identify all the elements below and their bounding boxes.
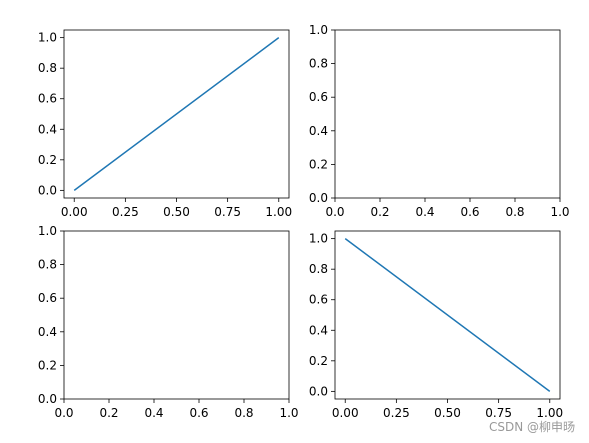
y-tick-label: 0.8 [38, 258, 57, 272]
axes-frame [334, 230, 561, 400]
x-tick-label: 0.6 [460, 205, 479, 219]
x-tick-label: 0.8 [505, 205, 524, 219]
y-tick-label: 0.2 [38, 153, 57, 167]
y-tick-label: 0.0 [309, 384, 328, 398]
x-tick-label: 0.4 [415, 205, 434, 219]
y-tick-label: 1.0 [309, 23, 328, 37]
x-tick-label: 1.0 [550, 205, 569, 219]
x-tick-label: 0.2 [370, 205, 389, 219]
x-tick-label: 0.0 [54, 406, 73, 420]
y-tick-label: 0.2 [309, 157, 328, 171]
data-line [344, 238, 551, 392]
y-tick-label: 1.0 [38, 224, 57, 238]
x-tick-label: 0.50 [163, 205, 190, 219]
y-tick-label: 0.4 [38, 325, 57, 339]
y-tick-label: 0.0 [38, 183, 57, 197]
y-tick-label: 0.8 [309, 57, 328, 71]
x-tick-label: 0.25 [112, 205, 139, 219]
x-tick-label: 1.0 [279, 406, 298, 420]
y-tick-label: 0.6 [38, 92, 57, 106]
x-tick-label: 1.00 [265, 205, 292, 219]
x-tick-label: 0.4 [144, 406, 163, 420]
axes-frame [63, 29, 290, 199]
y-tick-label: 0.6 [309, 90, 328, 104]
y-tick-label: 1.0 [309, 232, 328, 246]
x-tick-label: 0.8 [234, 406, 253, 420]
x-tick-label: 0.50 [434, 406, 461, 420]
x-tick-label: 0.0 [325, 205, 344, 219]
axes-frame [63, 230, 290, 400]
x-tick-label: 1.00 [536, 406, 563, 420]
y-tick-label: 0.0 [309, 191, 328, 205]
x-tick-label: 0.6 [189, 406, 208, 420]
y-tick-label: 1.0 [38, 31, 57, 45]
y-tick-label: 0.2 [38, 358, 57, 372]
y-tick-label: 0.0 [38, 392, 57, 406]
x-tick-label: 0.00 [61, 205, 88, 219]
y-tick-label: 0.8 [309, 262, 328, 276]
axes-frame [334, 29, 561, 199]
y-tick-label: 0.4 [309, 323, 328, 337]
x-tick-label: 0.25 [383, 406, 410, 420]
watermark: CSDN @柳申旸 [489, 420, 575, 434]
y-tick-label: 0.4 [309, 124, 328, 138]
x-tick-label: 0.75 [214, 205, 241, 219]
x-tick-label: 0.00 [332, 406, 359, 420]
data-line [73, 37, 280, 191]
y-tick-label: 0.6 [38, 291, 57, 305]
y-tick-label: 0.8 [38, 61, 57, 75]
y-tick-label: 0.4 [38, 122, 57, 136]
x-tick-label: 0.75 [485, 406, 512, 420]
y-tick-label: 0.2 [309, 354, 328, 368]
x-tick-label: 0.2 [99, 406, 118, 420]
y-tick-label: 0.6 [309, 293, 328, 307]
